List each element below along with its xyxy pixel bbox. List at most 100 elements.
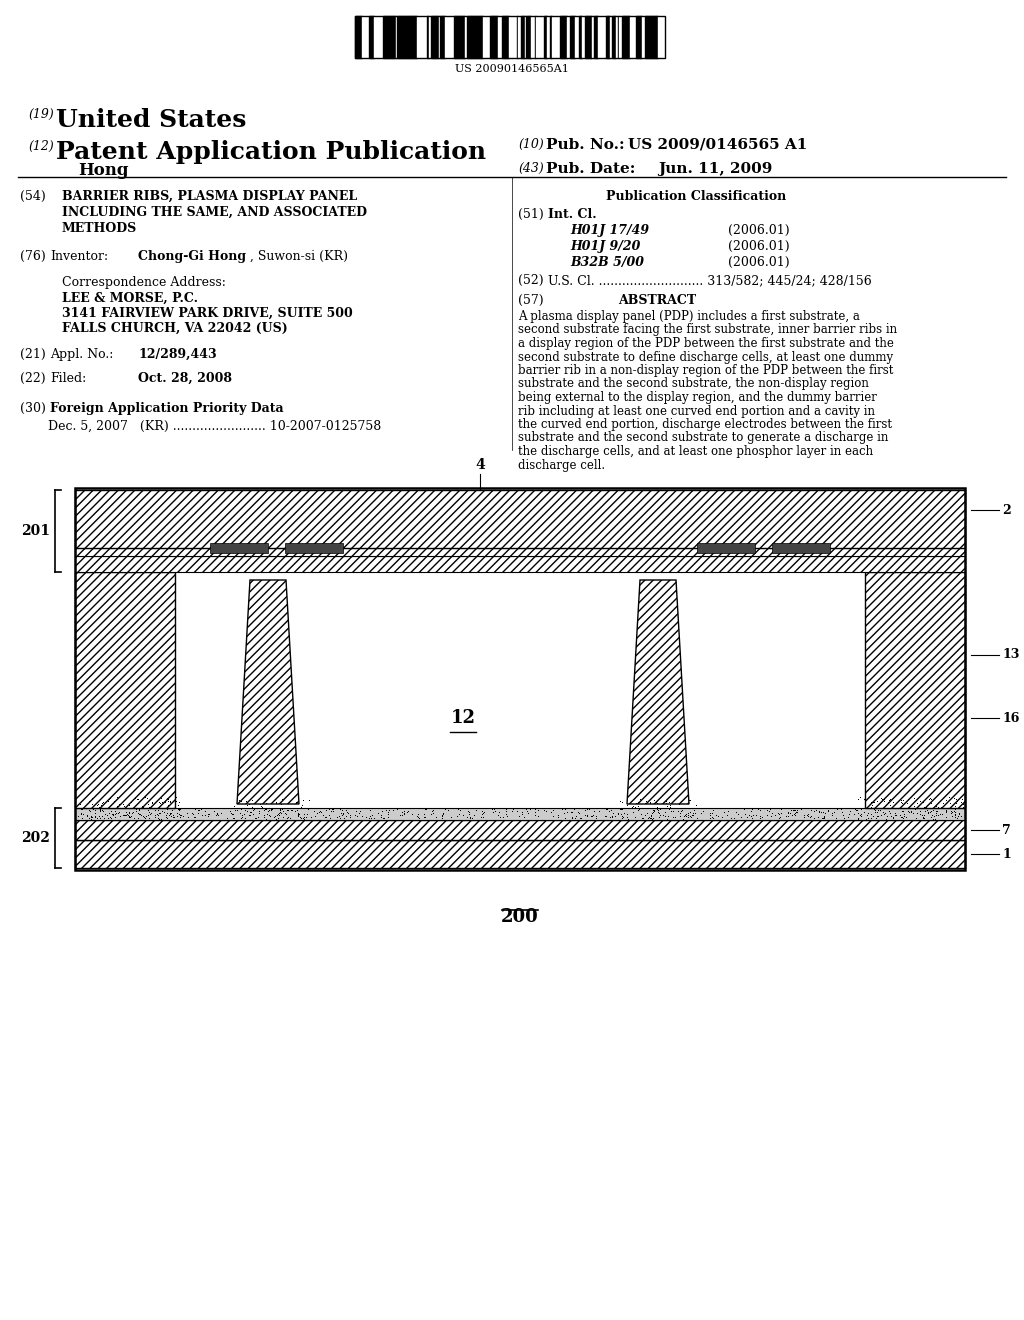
Text: the discharge cells, and at least one phosphor layer in each: the discharge cells, and at least one ph… (518, 445, 873, 458)
Bar (467, 16, 471, 58)
Bar (598, 16, 602, 58)
Bar (369, 16, 373, 58)
Bar (531, 16, 535, 58)
Bar (502, 16, 505, 58)
Bar (445, 16, 447, 58)
Bar (594, 16, 598, 58)
Bar (616, 16, 618, 58)
Bar (550, 16, 552, 58)
Bar (362, 16, 366, 58)
Bar (652, 16, 656, 58)
Text: U.S. Cl. ........................... 313/582; 445/24; 428/156: U.S. Cl. ........................... 313… (548, 275, 871, 286)
Text: (30): (30) (20, 403, 46, 414)
Text: A plasma display panel (PDP) includes a first substrate, a: A plasma display panel (PDP) includes a … (518, 310, 860, 323)
Text: 12: 12 (451, 709, 475, 727)
Bar (389, 16, 392, 58)
Bar (536, 16, 540, 58)
Text: Jun. 11, 2009: Jun. 11, 2009 (658, 162, 772, 176)
Bar (606, 16, 608, 58)
Bar (645, 16, 649, 58)
Polygon shape (627, 579, 689, 804)
Text: Inventor:: Inventor: (50, 249, 109, 263)
Text: (51): (51) (518, 209, 544, 220)
Bar (662, 16, 665, 58)
Text: US 2009/0146565 A1: US 2009/0146565 A1 (628, 139, 807, 152)
Text: substrate and the second substrate, the non-display region: substrate and the second substrate, the … (518, 378, 869, 391)
Bar (425, 16, 427, 58)
Bar (415, 16, 417, 58)
Bar (521, 16, 524, 58)
Text: (57): (57) (518, 294, 544, 308)
Text: 16: 16 (1002, 711, 1019, 725)
Text: (22): (22) (20, 372, 46, 385)
Bar (486, 16, 488, 58)
Text: (2006.01): (2006.01) (728, 256, 790, 269)
Text: (52): (52) (518, 275, 544, 286)
Text: second substrate facing the first substrate, inner barrier ribs in: second substrate facing the first substr… (518, 323, 897, 337)
Bar (75, 556, 965, 572)
Text: 7: 7 (1002, 824, 1011, 837)
Bar (585, 16, 587, 58)
Bar (427, 16, 429, 58)
Bar (75, 548, 965, 556)
Bar (397, 16, 401, 58)
Bar (547, 16, 549, 58)
Bar (544, 16, 546, 58)
Bar (636, 16, 640, 58)
Bar (608, 16, 610, 58)
Text: (12): (12) (28, 140, 53, 153)
Bar (471, 16, 475, 58)
Text: H01J 9/20: H01J 9/20 (570, 240, 640, 253)
Bar (447, 16, 449, 58)
Bar (505, 16, 509, 58)
Bar (518, 16, 521, 58)
Bar (567, 16, 570, 58)
Bar (495, 16, 498, 58)
Text: METHODS: METHODS (62, 222, 137, 235)
Text: US 20090146565A1: US 20090146565A1 (455, 63, 569, 74)
Bar (656, 16, 658, 58)
Bar (632, 16, 634, 58)
Bar (592, 16, 594, 58)
Text: Publication Classification: Publication Classification (606, 190, 786, 203)
Bar (441, 16, 445, 58)
Text: Chong-Gi Hong: Chong-Gi Hong (138, 249, 246, 263)
Bar (366, 16, 369, 58)
Text: Pub. Date:: Pub. Date: (546, 162, 635, 176)
Bar (355, 16, 665, 58)
Bar (509, 16, 513, 58)
Bar (634, 16, 636, 58)
Bar (618, 16, 622, 58)
Text: BARRIER RIBS, PLASMA DISPLAY PANEL: BARRIER RIBS, PLASMA DISPLAY PANEL (62, 190, 357, 203)
Text: Oct. 28, 2008: Oct. 28, 2008 (138, 372, 232, 385)
Bar (75, 820, 965, 840)
Bar (575, 16, 579, 58)
Bar (421, 16, 425, 58)
Text: United States: United States (56, 108, 247, 132)
Text: (2006.01): (2006.01) (728, 224, 790, 238)
Bar (626, 16, 630, 58)
Text: 200: 200 (501, 908, 539, 927)
Text: barrier rib in a non-display region of the PDP between the first: barrier rib in a non-display region of t… (518, 364, 893, 378)
Bar (498, 16, 502, 58)
Text: Correspondence Address:: Correspondence Address: (62, 276, 226, 289)
Text: Int. Cl.: Int. Cl. (548, 209, 597, 220)
Bar (75, 488, 965, 870)
Bar (431, 16, 435, 58)
Bar (435, 16, 439, 58)
Bar (514, 16, 517, 58)
Polygon shape (237, 579, 299, 804)
Text: being external to the display region, and the dummy barrier: being external to the display region, an… (518, 391, 877, 404)
Bar (570, 16, 574, 58)
Text: second substrate to define discharge cells, at least one dummy: second substrate to define discharge cel… (518, 351, 893, 363)
Bar (624, 16, 626, 58)
Bar (450, 16, 454, 58)
Text: (10): (10) (518, 139, 544, 150)
Bar (375, 16, 378, 58)
Text: a display region of the PDP between the first substrate and the: a display region of the PDP between the … (518, 337, 894, 350)
Text: 2: 2 (1002, 504, 1011, 517)
Bar (697, 543, 755, 553)
Text: Hong: Hong (78, 162, 128, 180)
Text: B32B 5/00: B32B 5/00 (570, 256, 644, 269)
Bar (602, 16, 604, 58)
